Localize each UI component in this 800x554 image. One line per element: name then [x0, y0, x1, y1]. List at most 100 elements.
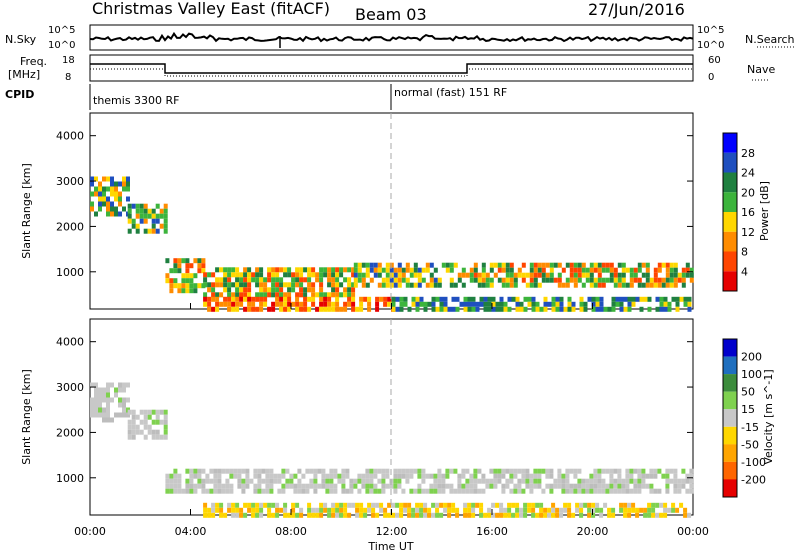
heatmap-cell: [209, 488, 214, 494]
heatmap-cell: [567, 306, 572, 312]
heatmap-cell: [587, 296, 592, 302]
heatmap-cell: [655, 306, 660, 312]
heatmap-cell: [245, 473, 250, 479]
heatmap-cell: [365, 483, 370, 489]
heatmap-cell: [197, 468, 202, 474]
heatmap-cell: [159, 419, 164, 425]
heatmap-cell: [627, 507, 632, 513]
heatmap-cell: [433, 488, 438, 494]
heatmap-cell: [331, 306, 336, 312]
heatmap-cell: [619, 507, 624, 513]
heatmap-cell: [605, 468, 610, 474]
colorbar-tick-label: -200: [741, 473, 766, 486]
heatmap-cell: [613, 272, 618, 278]
heatmap-cell: [489, 478, 494, 484]
heatmap-cell: [599, 301, 604, 307]
heatmap-cell: [483, 296, 488, 302]
heatmap-cell: [619, 502, 624, 508]
heatmap-cell: [469, 277, 474, 283]
heatmap-cell: [397, 272, 402, 278]
heatmap-cell: [343, 512, 348, 518]
heatmap-cell: [491, 306, 496, 312]
heatmap-cell: [563, 306, 568, 312]
heatmap-cell: [389, 272, 394, 278]
heatmap-cell: [463, 301, 468, 307]
heatmap-cell: [347, 301, 352, 307]
heatmap-cell: [615, 296, 620, 302]
colorbar-frame: [722, 132, 738, 292]
heatmap-cell: [259, 277, 264, 283]
nave-tick-top: 60: [708, 55, 721, 66]
heatmap-cell: [331, 507, 336, 513]
heatmap-cell: [131, 419, 136, 425]
heatmap-cell: [193, 288, 198, 294]
heatmap-cell: [359, 512, 364, 518]
heatmap-cell: [381, 488, 386, 494]
heatmap-cell: [477, 272, 482, 278]
heatmap-cell: [102, 387, 106, 393]
heatmap-cell: [671, 296, 676, 302]
heatmap-cell: [507, 306, 512, 312]
heatmap-cell: [647, 502, 652, 508]
heatmap-cell: [421, 468, 426, 474]
heatmap-cell: [343, 287, 348, 293]
heatmap-cell: [441, 483, 446, 489]
heatmap-cell: [102, 196, 106, 202]
nsky-panel: N.Sky 10^5 10^0 10^5 10^0 N.Search: [5, 24, 795, 51]
heatmap-cell: [251, 272, 256, 278]
colorbar-tick-label: 50: [741, 386, 755, 399]
heatmap-cell: [215, 502, 220, 508]
heatmap-cell: [543, 301, 548, 307]
colorbar-tick-label: -15: [741, 421, 759, 434]
heatmap-cell: [477, 277, 482, 283]
heatmap-cell: [127, 424, 132, 430]
heatmap-cell: [529, 262, 534, 268]
heatmap-cell: [122, 206, 126, 212]
heatmap-cell: [449, 277, 454, 283]
heatmap-cell: [329, 473, 334, 479]
heatmap-cell: [533, 478, 538, 484]
heatmap-cell: [293, 483, 298, 489]
heatmap-cell: [449, 483, 454, 489]
heatmap-cell: [573, 483, 578, 489]
heatmap-cell: [217, 478, 222, 484]
heatmap-cell: [389, 262, 394, 268]
heatmap-cell: [373, 468, 378, 474]
heatmap-cell: [681, 282, 686, 288]
heatmap-cell: [98, 402, 102, 408]
heatmap-cell: [479, 502, 484, 508]
heatmap-cell: [122, 412, 126, 418]
heatmap-cell: [509, 277, 514, 283]
heatmap-cell: [471, 306, 476, 312]
heatmap-cell: [419, 507, 424, 513]
heatmap-cell: [609, 267, 614, 273]
heatmap-cell: [579, 306, 584, 312]
heatmap-cell: [543, 512, 548, 518]
heatmap-cell: [467, 507, 472, 513]
heatmap-cell: [269, 488, 274, 494]
heatmap-cell: [361, 473, 366, 479]
heatmap-cell: [407, 306, 412, 312]
heatmap-cell: [159, 409, 164, 415]
heatmap-cell: [433, 478, 438, 484]
heatmap-cell: [347, 292, 352, 298]
heatmap-cell: [591, 301, 596, 307]
heatmap-cell: [387, 296, 392, 302]
heatmap-cell: [215, 301, 220, 307]
heatmap-cell: [601, 468, 606, 474]
heatmap-cell: [589, 262, 594, 268]
heatmap-cell: [341, 483, 346, 489]
heatmap-cell: [407, 502, 412, 508]
heatmap-cell: [543, 296, 548, 302]
heatmap-cell: [233, 468, 238, 474]
heatmap-cell: [201, 488, 206, 494]
heatmap-cell: [551, 301, 556, 307]
heatmap-cell: [303, 301, 308, 307]
heatmap-cell: [655, 296, 660, 302]
heatmap-cell: [397, 473, 402, 479]
heatmap-cell: [481, 488, 486, 494]
heatmap-cell: [419, 296, 424, 302]
heatmap-cell: [169, 483, 174, 489]
heatmap-cell: [90, 181, 94, 187]
heatmap-cell: [529, 473, 534, 479]
